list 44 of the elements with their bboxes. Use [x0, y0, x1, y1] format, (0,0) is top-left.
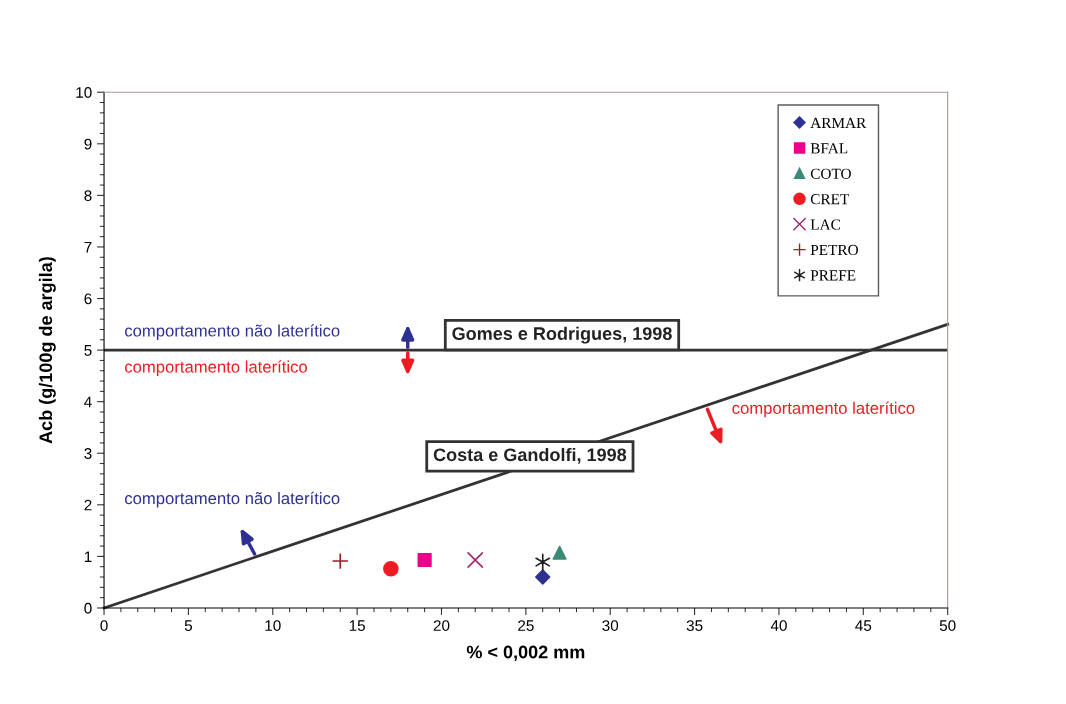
- annotation: comportamento laterítico: [125, 360, 307, 377]
- legend-label: CRET: [810, 194, 850, 205]
- legend-label: BFAL: [810, 143, 848, 154]
- point: [417, 552, 432, 568]
- point: [383, 560, 399, 577]
- x-tick-label: 0: [100, 620, 108, 631]
- y-tick-label: 8: [84, 190, 92, 202]
- y-tick-label: 1: [84, 551, 92, 562]
- x-tick-label: 10: [265, 620, 281, 631]
- y-tick-label: 0: [84, 602, 92, 614]
- annotation: comportamento não laterítico: [125, 491, 340, 508]
- x-tick-label: 20: [433, 620, 450, 631]
- x-tick-label: 25: [518, 620, 534, 631]
- series-label: Costa e Gandolfi, 1998: [433, 447, 627, 464]
- annotation: comportamento não laterítico: [125, 324, 340, 340]
- y-tick-label: 7: [84, 241, 92, 253]
- x-tick-label: 50: [939, 620, 956, 631]
- y-tick-label: 10: [76, 87, 92, 98]
- x-tick-label: 35: [686, 620, 703, 631]
- x-tick-label: 30: [602, 620, 619, 631]
- point: [535, 553, 551, 571]
- legend-label: PETRO: [810, 244, 858, 256]
- point: [552, 545, 567, 560]
- x-tick-label: 40: [770, 620, 787, 631]
- x-tick-label: 5: [184, 620, 193, 631]
- point: [535, 569, 551, 585]
- legend-label: COTO: [810, 168, 851, 179]
- y-tick-label: 6: [84, 293, 92, 305]
- annotation: comportamento laterítico: [732, 401, 915, 418]
- x-tick-label: 15: [349, 620, 365, 631]
- legend-label: LAC: [810, 219, 840, 230]
- ref-line-label: Gomes e Rodrigues, 1998: [452, 326, 672, 344]
- legend-label: PREFE: [810, 270, 856, 281]
- x-axis-title: % < 0,002 mm: [466, 645, 585, 662]
- y-tick-label: 4: [84, 396, 92, 408]
- point: [331, 552, 349, 570]
- legend-label: ARMAR: [810, 117, 867, 128]
- y-axis-title: Acb (g/100g de argila): [38, 257, 56, 444]
- y-tick-label: 5: [84, 345, 92, 356]
- y-tick-label: 9: [84, 138, 92, 150]
- y-tick-label: 3: [84, 448, 92, 459]
- point: [466, 551, 484, 569]
- y-tick-label: 2: [84, 499, 92, 511]
- x-tick-label: 45: [855, 620, 872, 631]
